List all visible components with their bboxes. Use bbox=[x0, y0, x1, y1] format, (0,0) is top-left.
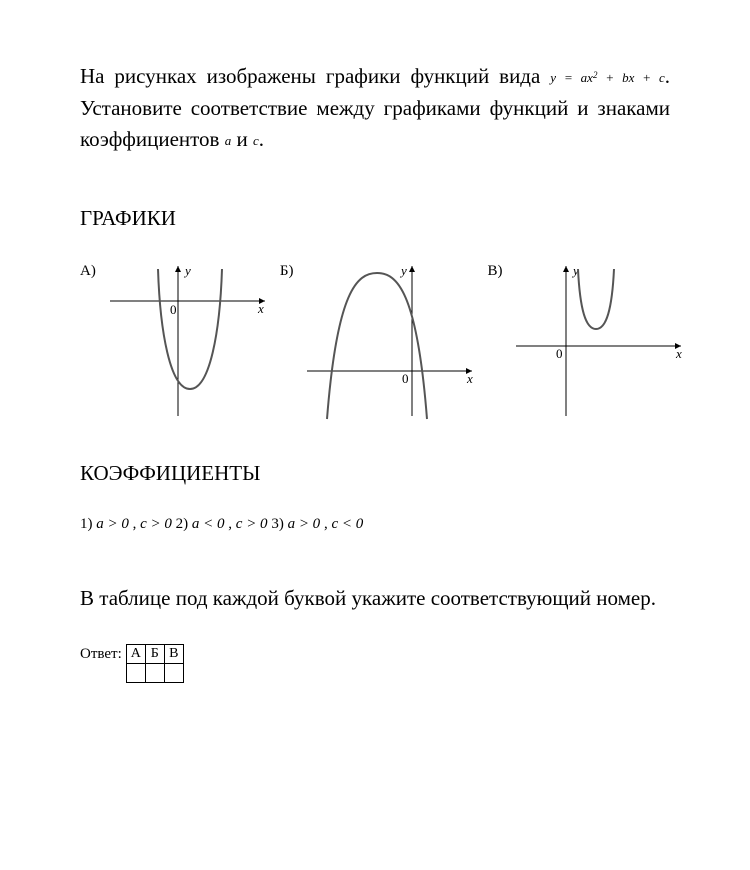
intro-formula: y = ax2 + bx + c bbox=[550, 70, 665, 85]
coefficients-line: 1) a > 0 , c > 0 2) a < 0 , c > 0 3) a >… bbox=[80, 516, 670, 533]
coeff-3-num: 3) bbox=[271, 516, 287, 532]
svg-text:0: 0 bbox=[556, 346, 563, 361]
chart-c-block: В) yx0 bbox=[487, 261, 686, 421]
chart-c-label: В) bbox=[487, 263, 502, 280]
intro-paragraph: На рисунках изображены графики функций в… bbox=[80, 61, 670, 156]
answer-header-b: Б bbox=[145, 645, 164, 664]
instruction-paragraph: В таблице под каждой буквой укажите соот… bbox=[80, 583, 670, 615]
chart-b-label: Б) bbox=[280, 263, 294, 280]
coeff-1-a: a > 0 bbox=[96, 516, 129, 532]
svg-text:x: x bbox=[257, 301, 264, 316]
page: На рисунках изображены графики функций в… bbox=[0, 0, 750, 723]
coeff-2-sep: , bbox=[225, 516, 236, 532]
coeff-3-a: a > 0 bbox=[288, 516, 321, 532]
intro-part3: и bbox=[231, 127, 253, 151]
svg-text:y: y bbox=[183, 263, 191, 278]
coeff-2-a: a < 0 bbox=[192, 516, 225, 532]
chart-a-svg: y x 0 bbox=[100, 261, 270, 421]
answer-label: Ответ: bbox=[80, 644, 122, 664]
coeff-2-num: 2) bbox=[176, 516, 192, 532]
coeff-1-c: c > 0 bbox=[140, 516, 172, 532]
chart-b-svg: y x 0 bbox=[297, 261, 477, 421]
answer-header-v: В bbox=[164, 645, 183, 664]
svg-text:0: 0 bbox=[170, 302, 177, 317]
chart-b-block: Б) y x 0 bbox=[280, 261, 478, 421]
answer-cell-b[interactable] bbox=[145, 664, 164, 683]
svg-text:x: x bbox=[675, 346, 682, 361]
svg-text:0: 0 bbox=[402, 371, 409, 386]
coeff-3-sep: , bbox=[320, 516, 331, 532]
answer-row: Ответ: А Б В bbox=[80, 644, 670, 683]
coeff-3-c: c < 0 bbox=[331, 516, 363, 532]
coeff-1-sep: , bbox=[129, 516, 140, 532]
svg-text:x: x bbox=[466, 371, 473, 386]
chart-a-block: А) y x 0 bbox=[80, 261, 270, 421]
intro-part4: . bbox=[259, 127, 264, 151]
coeff-2-c: c > 0 bbox=[236, 516, 268, 532]
section-graphs-title: ГРАФИКИ bbox=[80, 206, 670, 231]
section-coeffs-title: КОЭФФИЦИЕНТЫ bbox=[80, 461, 670, 486]
answer-cell-a[interactable] bbox=[126, 664, 145, 683]
answer-header-row: А Б В bbox=[126, 645, 183, 664]
answer-input-row bbox=[126, 664, 183, 683]
charts-row: А) y x 0 Б) y x 0 В) y x 0 bbox=[80, 261, 670, 421]
intro-part1: На рисунках изображены графики функций в… bbox=[80, 64, 550, 88]
answer-cell-v[interactable] bbox=[164, 664, 183, 683]
answer-header-a: А bbox=[126, 645, 145, 664]
chart-a-label: А) bbox=[80, 263, 96, 280]
answer-table: А Б В bbox=[126, 644, 184, 683]
svg-text:y: y bbox=[399, 263, 407, 278]
coeff-1-num: 1) bbox=[80, 516, 96, 532]
chart-c-svg: yx0 bbox=[506, 261, 686, 421]
